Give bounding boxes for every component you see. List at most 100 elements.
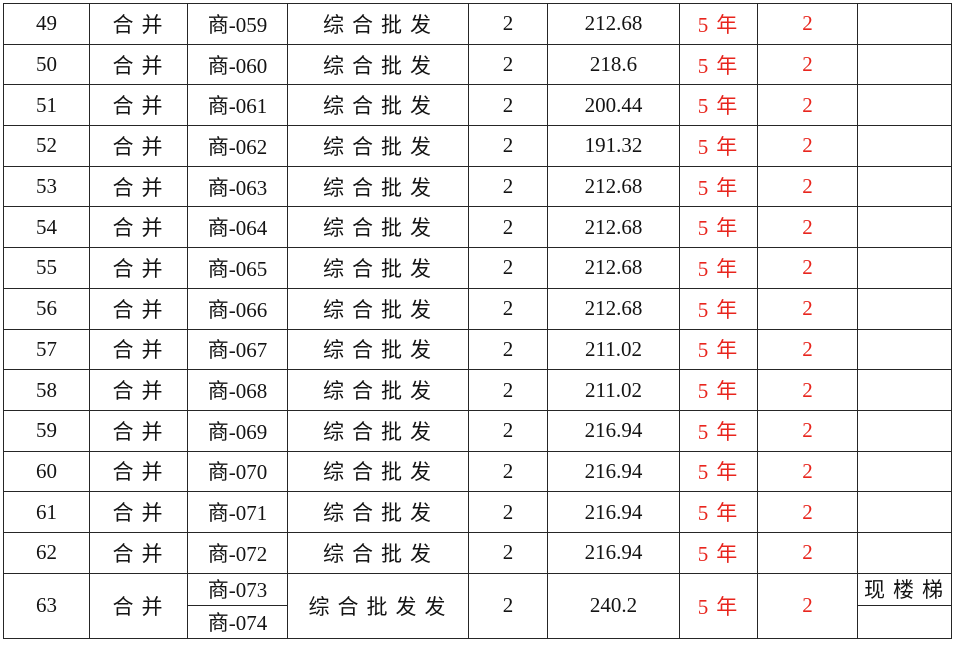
cell-floors: 2 xyxy=(468,328,548,371)
cell-area: 216.94 xyxy=(547,409,680,452)
cell-term: 5年 xyxy=(679,84,758,127)
cell-area: 212.68 xyxy=(547,165,680,208)
cell-term: 5年 xyxy=(679,369,758,411)
cell-merge-type: 合并 xyxy=(89,247,188,289)
cell-floors: 2 xyxy=(468,84,548,127)
cell-floors: 2 xyxy=(468,287,548,330)
cell-seq: 51 xyxy=(3,84,90,127)
cell-usage: 综合批发 xyxy=(287,287,469,330)
cell-count: 2 xyxy=(757,247,858,289)
cell-count: 2 xyxy=(757,328,858,371)
cell-seq: 62 xyxy=(3,531,90,574)
cell-note xyxy=(857,450,952,493)
table-row: 60 合并 商-070 综合批发 2 216.94 5年 2 xyxy=(3,450,952,493)
cell-note xyxy=(857,3,952,45)
cell-count: 2 xyxy=(757,409,858,452)
cell-note xyxy=(857,491,952,533)
cell-usage: 综合批发 xyxy=(287,43,469,86)
cell-unit-code: 商-059 xyxy=(187,3,288,45)
cell-usage: 综合批发 xyxy=(287,328,469,371)
cell-floors: 2 xyxy=(468,3,548,45)
cell-note xyxy=(857,206,952,249)
table-row: 50 合并 商-060 综合批发 2 218.6 5年 2 xyxy=(3,43,952,86)
cell-note xyxy=(857,84,952,127)
cell-merge-type: 合并 xyxy=(89,450,188,493)
cell-usage: 综合批发发 xyxy=(287,572,469,639)
cell-floors: 2 xyxy=(468,450,548,493)
cell-area: 218.6 xyxy=(547,43,680,86)
cell-seq: 56 xyxy=(3,287,90,330)
cell-count: 2 xyxy=(757,43,858,86)
cell-term: 5年 xyxy=(679,409,758,452)
cell-count: 2 xyxy=(757,369,858,411)
cell-floors: 2 xyxy=(468,572,548,639)
cell-seq: 54 xyxy=(3,206,90,249)
cell-area: 216.94 xyxy=(547,450,680,493)
cell-floors: 2 xyxy=(468,531,548,574)
cell-note xyxy=(857,247,952,289)
cell-term: 5年 xyxy=(679,572,758,639)
cell-seq: 53 xyxy=(3,165,90,208)
cell-merge-type: 合并 xyxy=(89,409,188,452)
cell-usage: 综合批发 xyxy=(287,450,469,493)
cell-unit-code: 商-070 xyxy=(187,450,288,493)
table-row: 57 合并 商-067 综合批发 2 211.02 5年 2 xyxy=(3,328,952,371)
cell-merge-type: 合并 xyxy=(89,206,188,249)
cell-usage: 综合批发 xyxy=(287,165,469,208)
cell-floors: 2 xyxy=(468,491,548,533)
cell-count: 2 xyxy=(757,531,858,574)
cell-floors: 2 xyxy=(468,409,548,452)
cell-note xyxy=(857,531,952,574)
cell-seq: 55 xyxy=(3,247,90,289)
cell-seq: 63 xyxy=(3,572,90,639)
cell-unit-code: 商-067 xyxy=(187,328,288,371)
table-row: 56 合并 商-066 综合批发 2 212.68 5年 2 xyxy=(3,287,952,330)
cell-count: 2 xyxy=(757,491,858,533)
cell-term: 5年 xyxy=(679,287,758,330)
cell-area: 212.68 xyxy=(547,287,680,330)
cell-floors: 2 xyxy=(468,125,548,167)
table-row: 58 合并 商-068 综合批发 2 211.02 5年 2 xyxy=(3,369,952,411)
cell-note xyxy=(857,125,952,167)
cell-merge-type: 合并 xyxy=(89,328,188,371)
cell-term: 5年 xyxy=(679,491,758,533)
cell-merge-type: 合并 xyxy=(89,369,188,411)
cell-unit-code: 商-063 xyxy=(187,165,288,208)
cell-note xyxy=(857,287,952,330)
cell-unit-code: 商-072 xyxy=(187,531,288,574)
cell-usage: 综合批发 xyxy=(287,409,469,452)
cell-unit-code: 商-060 xyxy=(187,43,288,86)
merged-row-first-line: 63 合并 商-073 综合批发发 2 240.2 5年 2 现楼梯 xyxy=(3,572,952,639)
cell-note xyxy=(857,43,952,86)
table-body: 49 合并 商-059 综合批发 2 212.68 5年 2 50 合并 商-0… xyxy=(3,3,952,639)
table-row: 59 合并 商-069 综合批发 2 216.94 5年 2 xyxy=(3,409,952,452)
cell-area: 191.32 xyxy=(547,125,680,167)
cell-count: 2 xyxy=(757,287,858,330)
cell-area: 216.94 xyxy=(547,531,680,574)
cell-merge-type: 合并 xyxy=(89,165,188,208)
cell-unit-code: 商-068 xyxy=(187,369,288,411)
cell-count: 2 xyxy=(757,165,858,208)
cell-area: 216.94 xyxy=(547,491,680,533)
cell-unit-code: 商-071 xyxy=(187,491,288,533)
cell-unit-code: 商-069 xyxy=(187,409,288,452)
cell-unit-code: 商-074 xyxy=(187,605,288,639)
cell-floors: 2 xyxy=(468,247,548,289)
cell-seq: 52 xyxy=(3,125,90,167)
cell-note xyxy=(857,328,952,371)
cell-note xyxy=(857,165,952,208)
cell-floors: 2 xyxy=(468,165,548,208)
cell-note xyxy=(857,605,952,639)
table-row: 61 合并 商-071 综合批发 2 216.94 5年 2 xyxy=(3,491,952,533)
cell-term: 5年 xyxy=(679,43,758,86)
cell-usage: 综合批发 xyxy=(287,84,469,127)
cell-usage: 综合批发 xyxy=(287,247,469,289)
cell-unit-code: 商-066 xyxy=(187,287,288,330)
cell-usage: 综合批发 xyxy=(287,491,469,533)
cell-term: 5年 xyxy=(679,206,758,249)
cell-unit-code: 商-062 xyxy=(187,125,288,167)
cell-term: 5年 xyxy=(679,450,758,493)
cell-floors: 2 xyxy=(468,206,548,249)
cell-count: 2 xyxy=(757,84,858,127)
cell-seq: 49 xyxy=(3,3,90,45)
